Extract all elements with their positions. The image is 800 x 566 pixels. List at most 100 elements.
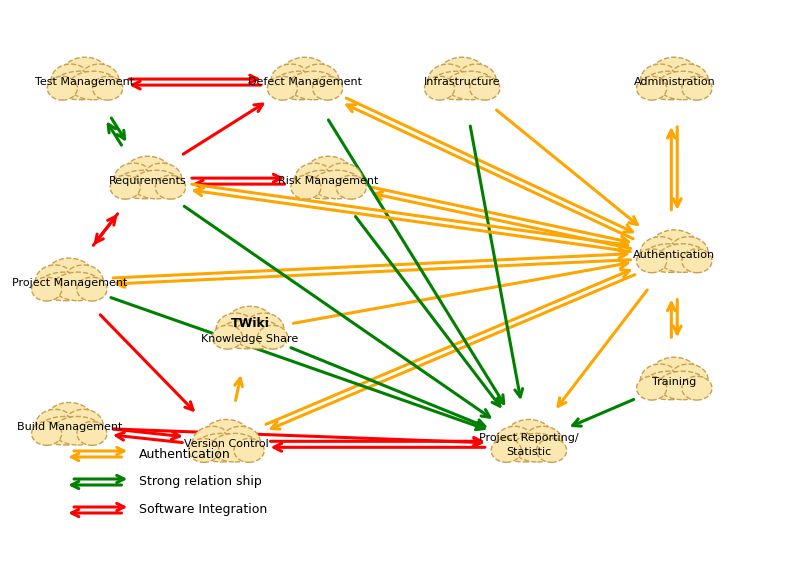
Ellipse shape bbox=[523, 426, 563, 459]
Ellipse shape bbox=[77, 277, 107, 301]
Ellipse shape bbox=[640, 364, 680, 397]
Ellipse shape bbox=[299, 64, 339, 97]
Text: TWiki: TWiki bbox=[230, 316, 270, 329]
Ellipse shape bbox=[244, 313, 284, 346]
Ellipse shape bbox=[497, 434, 551, 462]
Ellipse shape bbox=[682, 376, 712, 400]
Ellipse shape bbox=[642, 371, 697, 400]
Ellipse shape bbox=[336, 175, 366, 199]
Ellipse shape bbox=[218, 320, 273, 349]
Ellipse shape bbox=[38, 417, 92, 445]
Ellipse shape bbox=[53, 71, 108, 100]
Ellipse shape bbox=[650, 230, 699, 267]
Ellipse shape bbox=[123, 156, 172, 194]
Text: Authentication: Authentication bbox=[634, 250, 715, 260]
Ellipse shape bbox=[650, 57, 699, 95]
Text: Risk Management: Risk Management bbox=[278, 176, 378, 186]
Ellipse shape bbox=[212, 325, 242, 349]
Ellipse shape bbox=[202, 419, 251, 457]
Ellipse shape bbox=[289, 71, 338, 100]
Ellipse shape bbox=[31, 277, 62, 301]
Ellipse shape bbox=[210, 434, 259, 462]
Text: Test Management: Test Management bbox=[35, 77, 134, 87]
Ellipse shape bbox=[505, 419, 554, 457]
Ellipse shape bbox=[446, 71, 495, 100]
Ellipse shape bbox=[650, 357, 699, 395]
Ellipse shape bbox=[658, 371, 707, 400]
Ellipse shape bbox=[114, 163, 154, 196]
Ellipse shape bbox=[642, 244, 697, 272]
Ellipse shape bbox=[116, 170, 170, 199]
Ellipse shape bbox=[132, 170, 181, 199]
Ellipse shape bbox=[637, 249, 666, 273]
Ellipse shape bbox=[35, 265, 75, 298]
Ellipse shape bbox=[45, 402, 94, 440]
Ellipse shape bbox=[35, 409, 75, 442]
Ellipse shape bbox=[425, 76, 454, 100]
Ellipse shape bbox=[271, 64, 310, 97]
Ellipse shape bbox=[642, 71, 697, 100]
Ellipse shape bbox=[658, 244, 707, 272]
Ellipse shape bbox=[313, 76, 342, 100]
Ellipse shape bbox=[93, 76, 122, 100]
Text: Knowledge Share: Knowledge Share bbox=[202, 334, 298, 344]
Text: Strong relation ship: Strong relation ship bbox=[139, 475, 262, 488]
Ellipse shape bbox=[267, 76, 298, 100]
Ellipse shape bbox=[669, 237, 708, 269]
Ellipse shape bbox=[637, 76, 666, 100]
Text: Defect Management: Defect Management bbox=[248, 77, 362, 87]
Ellipse shape bbox=[273, 71, 328, 100]
Ellipse shape bbox=[51, 64, 90, 97]
Ellipse shape bbox=[54, 272, 102, 301]
Ellipse shape bbox=[281, 57, 330, 95]
Text: Build Management: Build Management bbox=[17, 422, 122, 432]
Ellipse shape bbox=[640, 237, 680, 269]
Text: Project Reporting/: Project Reporting/ bbox=[479, 434, 578, 443]
Ellipse shape bbox=[216, 313, 256, 346]
Ellipse shape bbox=[430, 71, 485, 100]
Ellipse shape bbox=[193, 426, 232, 459]
Ellipse shape bbox=[682, 249, 712, 273]
Ellipse shape bbox=[495, 426, 534, 459]
Ellipse shape bbox=[537, 439, 566, 462]
Text: Training: Training bbox=[652, 377, 697, 387]
Ellipse shape bbox=[31, 422, 62, 445]
Ellipse shape bbox=[77, 422, 107, 445]
Ellipse shape bbox=[79, 64, 119, 97]
Ellipse shape bbox=[491, 439, 522, 462]
Ellipse shape bbox=[438, 57, 486, 95]
Text: Version Control: Version Control bbox=[184, 439, 269, 449]
Ellipse shape bbox=[194, 434, 249, 462]
Ellipse shape bbox=[47, 76, 78, 100]
Text: Software Integration: Software Integration bbox=[139, 504, 267, 517]
Ellipse shape bbox=[142, 163, 182, 196]
Text: Authentication: Authentication bbox=[139, 448, 230, 461]
Ellipse shape bbox=[234, 439, 264, 462]
Ellipse shape bbox=[669, 364, 708, 397]
Ellipse shape bbox=[38, 272, 92, 301]
Ellipse shape bbox=[682, 76, 712, 100]
Ellipse shape bbox=[61, 57, 110, 95]
Ellipse shape bbox=[669, 64, 708, 97]
Ellipse shape bbox=[155, 175, 186, 199]
Ellipse shape bbox=[64, 409, 103, 442]
Text: Statistic: Statistic bbox=[506, 447, 551, 457]
Ellipse shape bbox=[457, 64, 496, 97]
Ellipse shape bbox=[291, 175, 321, 199]
Ellipse shape bbox=[294, 163, 334, 196]
Ellipse shape bbox=[258, 325, 288, 349]
Ellipse shape bbox=[304, 156, 353, 194]
Text: Infrastructure: Infrastructure bbox=[424, 77, 501, 87]
Ellipse shape bbox=[189, 439, 219, 462]
Ellipse shape bbox=[226, 306, 274, 344]
Ellipse shape bbox=[234, 320, 283, 349]
Ellipse shape bbox=[470, 76, 500, 100]
Ellipse shape bbox=[45, 258, 94, 295]
Ellipse shape bbox=[640, 64, 680, 97]
Ellipse shape bbox=[297, 170, 351, 199]
Ellipse shape bbox=[428, 64, 468, 97]
Ellipse shape bbox=[323, 163, 362, 196]
Ellipse shape bbox=[637, 376, 666, 400]
Ellipse shape bbox=[513, 434, 562, 462]
Ellipse shape bbox=[221, 426, 260, 459]
